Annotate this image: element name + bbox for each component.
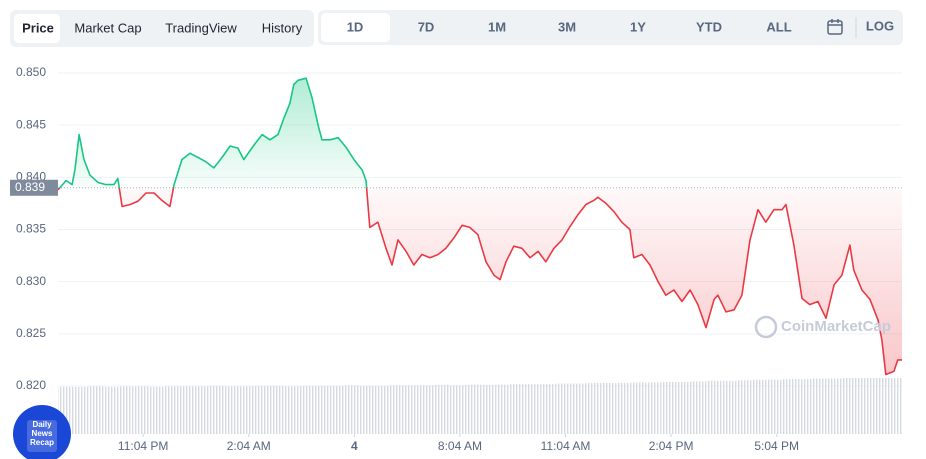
range-group bbox=[318, 10, 903, 45]
volume-bar bbox=[299, 385, 315, 434]
volume-bar bbox=[495, 384, 511, 434]
x-tick-label: 2:04 AM bbox=[227, 439, 271, 453]
volume-bar bbox=[886, 378, 902, 434]
volume-bar bbox=[253, 385, 269, 434]
range-button[interactable]: YTD bbox=[696, 19, 722, 34]
price-area bbox=[58, 78, 902, 375]
volume-bar bbox=[811, 378, 827, 434]
tab-group bbox=[10, 10, 314, 47]
badge-text: Daily bbox=[32, 420, 52, 429]
y-tick-label: 0.845 bbox=[16, 117, 46, 131]
volume-bar bbox=[555, 383, 571, 434]
volume-bar bbox=[645, 382, 661, 434]
x-tick-label: 8:04 AM bbox=[438, 439, 482, 453]
volume-bar bbox=[871, 378, 887, 434]
volume-bar bbox=[766, 379, 782, 434]
tab[interactable]: Market Cap bbox=[74, 20, 141, 35]
volume-bar bbox=[404, 385, 420, 434]
volume-bar bbox=[525, 384, 541, 434]
volume-bar bbox=[344, 385, 360, 434]
volume-bar bbox=[208, 385, 224, 434]
price-line bbox=[57, 77, 902, 376]
range-button[interactable]: 3M bbox=[558, 19, 576, 34]
volume-bar bbox=[359, 385, 375, 434]
volume-bar bbox=[841, 378, 857, 434]
volume-bar bbox=[856, 378, 872, 434]
volume-bar bbox=[449, 385, 465, 434]
x-tick-label: 2:04 PM bbox=[649, 439, 694, 453]
volume-bar bbox=[389, 385, 405, 434]
volume-bar bbox=[238, 386, 254, 434]
volume-bar bbox=[269, 385, 285, 434]
baseline-tag bbox=[10, 179, 58, 196]
badge-text: Recap bbox=[30, 438, 54, 447]
volume-bar bbox=[193, 386, 209, 434]
volume-bar bbox=[660, 381, 676, 434]
volume-bar bbox=[600, 383, 616, 434]
x-tick-label: 4 bbox=[351, 439, 358, 453]
volume-bar bbox=[314, 385, 330, 434]
volume-bar bbox=[88, 386, 104, 434]
volume-bar bbox=[615, 383, 631, 434]
volume-bar bbox=[73, 386, 89, 434]
range-button[interactable]: ALL bbox=[766, 19, 791, 34]
volume-bar bbox=[706, 380, 722, 434]
watermark: CoinMarketCap bbox=[781, 318, 891, 335]
y-tick-label: 0.825 bbox=[16, 326, 46, 340]
plot: 0.8200.8250.8300.8350.8400.8450.85011:04… bbox=[10, 65, 902, 453]
y-tick-label: 0.835 bbox=[16, 222, 46, 236]
badge-frame bbox=[27, 420, 57, 452]
volume-bar bbox=[510, 384, 526, 434]
tab[interactable]: TradingView bbox=[165, 20, 237, 35]
volume-bar bbox=[374, 385, 390, 434]
badge[interactable] bbox=[13, 405, 71, 459]
range-button[interactable]: 1Y bbox=[630, 19, 646, 34]
volume-bar bbox=[540, 384, 556, 434]
volume-bar bbox=[585, 383, 601, 434]
volume-bar bbox=[736, 380, 752, 434]
volume-bar bbox=[163, 386, 179, 434]
tab[interactable]: History bbox=[262, 20, 303, 35]
range-button[interactable]: 1D bbox=[347, 19, 364, 34]
active-range bbox=[321, 13, 390, 42]
volume-bar bbox=[751, 379, 767, 434]
active-tab bbox=[14, 14, 60, 43]
volume-bar bbox=[464, 384, 480, 434]
volume-bar bbox=[675, 381, 691, 434]
volume-bar bbox=[781, 379, 797, 434]
volume-bar bbox=[570, 383, 586, 434]
y-tick-label: 0.830 bbox=[16, 274, 46, 288]
range-button[interactable]: 1M bbox=[488, 19, 506, 34]
volume-bar bbox=[178, 386, 194, 434]
volume-bar bbox=[826, 378, 842, 434]
log-toggle[interactable]: LOG bbox=[866, 18, 894, 33]
volume-bar bbox=[103, 386, 119, 434]
tab[interactable]: Price bbox=[22, 20, 54, 35]
volume-bar bbox=[721, 380, 737, 434]
badge-text: News bbox=[32, 429, 53, 438]
x-tick-label: 11:04 AM bbox=[541, 439, 591, 453]
y-tick-label: 0.850 bbox=[16, 65, 46, 79]
baseline-label: 0.839 bbox=[15, 180, 45, 194]
volume-bar bbox=[118, 386, 134, 434]
volume-bar bbox=[480, 384, 496, 434]
watermark-logo bbox=[754, 315, 778, 339]
volume-bar bbox=[630, 382, 646, 434]
x-tick-label: 5:04 PM bbox=[754, 439, 799, 453]
volume-bar bbox=[223, 386, 239, 434]
volume-bar bbox=[796, 379, 812, 434]
calendar-icon[interactable] bbox=[827, 19, 843, 35]
y-tick-label: 0.820 bbox=[16, 378, 46, 392]
volume-bar bbox=[329, 385, 345, 434]
volume-bar bbox=[133, 386, 149, 434]
volume-bar bbox=[419, 385, 435, 434]
volume-bar bbox=[691, 381, 707, 434]
range-button[interactable]: 7D bbox=[418, 19, 435, 34]
volume-bar bbox=[148, 386, 164, 434]
volume-bar bbox=[284, 386, 300, 434]
volume-bar bbox=[434, 384, 450, 434]
x-tick-label: 11:04 PM bbox=[118, 439, 168, 453]
